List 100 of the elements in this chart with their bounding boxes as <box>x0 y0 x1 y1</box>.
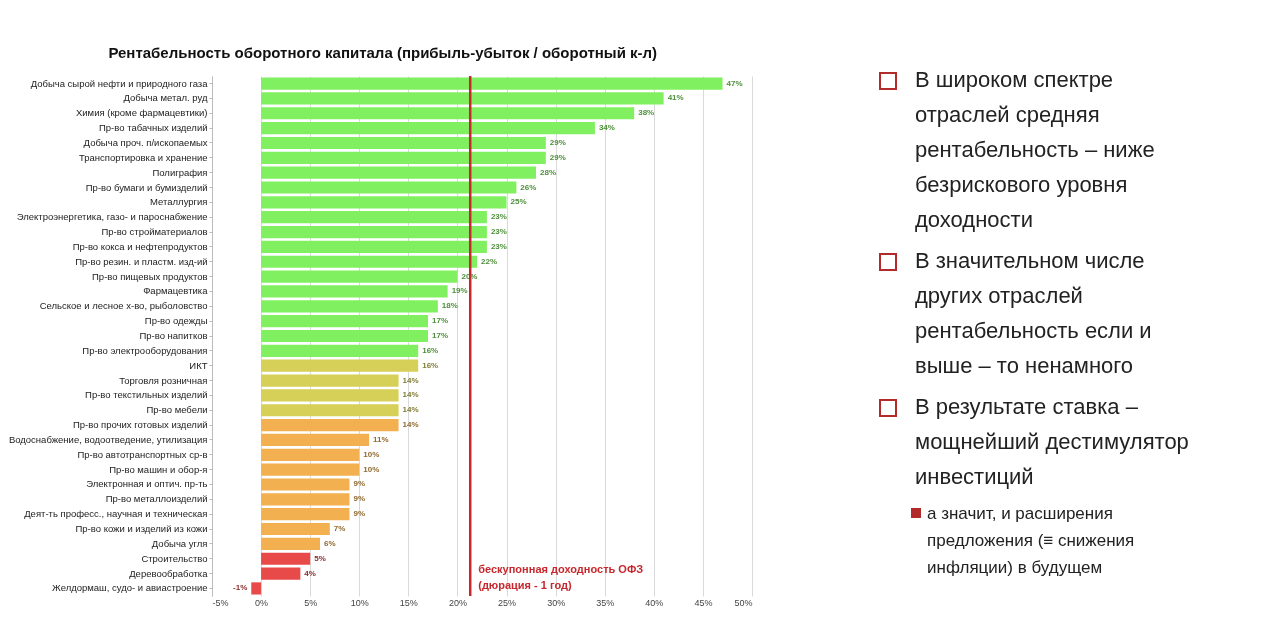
data-label: 14% <box>402 420 419 430</box>
bar <box>261 478 350 491</box>
y-tick-label: Пр-во одежды <box>144 315 208 327</box>
y-tick-label: Пр-во металлоизделий <box>105 493 208 505</box>
bar <box>261 374 399 387</box>
data-label: 9% <box>353 494 366 504</box>
data-label: 38% <box>638 108 655 118</box>
bar <box>261 181 517 194</box>
y-tick-label: Пр-во текстильных изделий <box>85 389 208 401</box>
y-tick-label: Пр-во напитков <box>139 330 208 341</box>
y-tick-label: Добыча метал. руд <box>123 92 208 104</box>
x-tick-label: 25% <box>498 597 517 608</box>
x-tick-label: 45% <box>694 597 713 608</box>
data-label: 41% <box>667 93 684 103</box>
data-label: 9% <box>353 509 366 519</box>
y-tick-label: Пр-во прочих готовых изделий <box>72 419 208 431</box>
bar <box>261 552 311 565</box>
data-label: 10% <box>363 449 380 459</box>
y-tick-label: Пр-во бумаги и бумизделий <box>85 181 208 193</box>
bar <box>261 329 428 343</box>
y-tick-label: Транспортировка и хранение <box>78 151 208 163</box>
y-tick-label: Торговля розничная <box>119 374 208 386</box>
y-tick-label: Металлургия <box>150 196 208 208</box>
data-label: 14% <box>402 405 419 415</box>
bar <box>261 404 399 417</box>
bar <box>251 582 262 595</box>
text: В значительном числе других отраслей рентабельность если и выше – то ненамного <box>915 247 1153 380</box>
x-tick-label: 0% <box>255 597 269 608</box>
data-label: 6% <box>324 538 336 548</box>
bar <box>261 389 399 402</box>
bar <box>261 315 428 328</box>
data-label: 25% <box>510 197 527 207</box>
data-label: -1% <box>233 583 248 593</box>
data-label: 18% <box>441 301 458 311</box>
data-label: 16% <box>422 345 439 355</box>
bar <box>261 522 330 536</box>
data-label: 16% <box>422 360 439 370</box>
data-label: 22% <box>481 256 498 266</box>
bar <box>261 151 546 164</box>
bar <box>261 567 301 580</box>
y-tick-label: Пр-во кокса и нефтепродуктов <box>72 240 208 252</box>
data-label: 47% <box>726 78 743 88</box>
bar <box>261 166 536 179</box>
data-label: 23% <box>490 241 507 251</box>
x-tick-label: 15% <box>399 597 418 608</box>
y-tick-label: Добыча угля <box>151 537 208 549</box>
x-tick-label: 35% <box>596 597 615 608</box>
y-tick-label: Желдормаш, судо- и авиастроение <box>52 582 208 594</box>
text: В широком спектре отраслей средняя рентабельность – ниже безрискового уровня доходности <box>915 66 1156 234</box>
x-tick-label: 10% <box>350 597 369 608</box>
data-label: 9% <box>353 479 366 489</box>
bar <box>261 493 350 506</box>
y-tick-label: Пр-во резин. и пластм. изд-ий <box>75 255 208 267</box>
y-tick-label: Пр-во мебели <box>146 404 208 416</box>
x-tick-label: 30% <box>547 597 566 608</box>
bar <box>261 419 399 432</box>
x-tick-label: 40% <box>645 597 664 608</box>
bar <box>261 107 635 120</box>
data-label: 17% <box>432 331 449 340</box>
bar <box>261 92 664 105</box>
y-tick-label: ИКТ <box>189 359 208 371</box>
bar <box>261 448 360 461</box>
y-tick-label: Добыча сырой нефти и природного газа <box>30 77 209 89</box>
x-tick-label: -5% <box>212 597 229 608</box>
y-tick-label: Строительство <box>141 552 208 564</box>
y-tick-label: Пр-во табачных изделий <box>99 122 208 134</box>
data-label: 7% <box>333 524 346 534</box>
bar <box>261 300 438 313</box>
data-label: 17% <box>432 316 449 326</box>
data-label: 19% <box>451 286 468 296</box>
y-tick-label: Деревообработка <box>129 567 209 579</box>
data-label: 4% <box>304 568 316 578</box>
y-tick-label: Деят-ть професс., научная и техническая <box>24 508 208 520</box>
data-label: 11% <box>373 434 389 444</box>
y-tick-label: Пр-во кожи и изделий из кожи <box>75 523 208 535</box>
bar <box>261 77 723 90</box>
bar <box>261 508 350 521</box>
y-tick-label: Пр-во пищевых продуктов <box>92 270 208 282</box>
bar <box>261 537 320 550</box>
y-tick-label: Электроэнергетика, газо- и пароснабжение <box>16 211 208 223</box>
y-tick-label: Фармацевтика <box>143 285 209 297</box>
y-tick-label: Пр-во электрооборудования <box>82 344 208 356</box>
data-label: 28% <box>540 167 557 177</box>
data-label: 14% <box>402 375 419 385</box>
bar <box>261 211 487 224</box>
bar <box>261 433 370 447</box>
y-tick-label: Пр-во машин и обор-я <box>109 463 208 475</box>
y-tick-label: Сельское и лесное х-во, рыболовство <box>39 300 208 312</box>
bar <box>261 285 448 298</box>
data-label: 29% <box>549 137 566 147</box>
data-label: 10% <box>363 464 380 474</box>
text: а значит, и расширения предложения (≡ снижения инфляции) в будущем <box>927 503 1136 579</box>
bar <box>261 359 419 372</box>
x-tick-label: 20% <box>448 597 467 608</box>
bar <box>261 225 487 239</box>
y-tick-label: Пр-во стройматериалов <box>101 226 208 238</box>
bar <box>261 240 487 253</box>
bar <box>261 344 419 357</box>
chart-title: Рентабельность оборотного капитала (прибыль-убыток / оборотный к-л) <box>108 43 658 61</box>
x-tick-label: 50% <box>734 597 753 608</box>
